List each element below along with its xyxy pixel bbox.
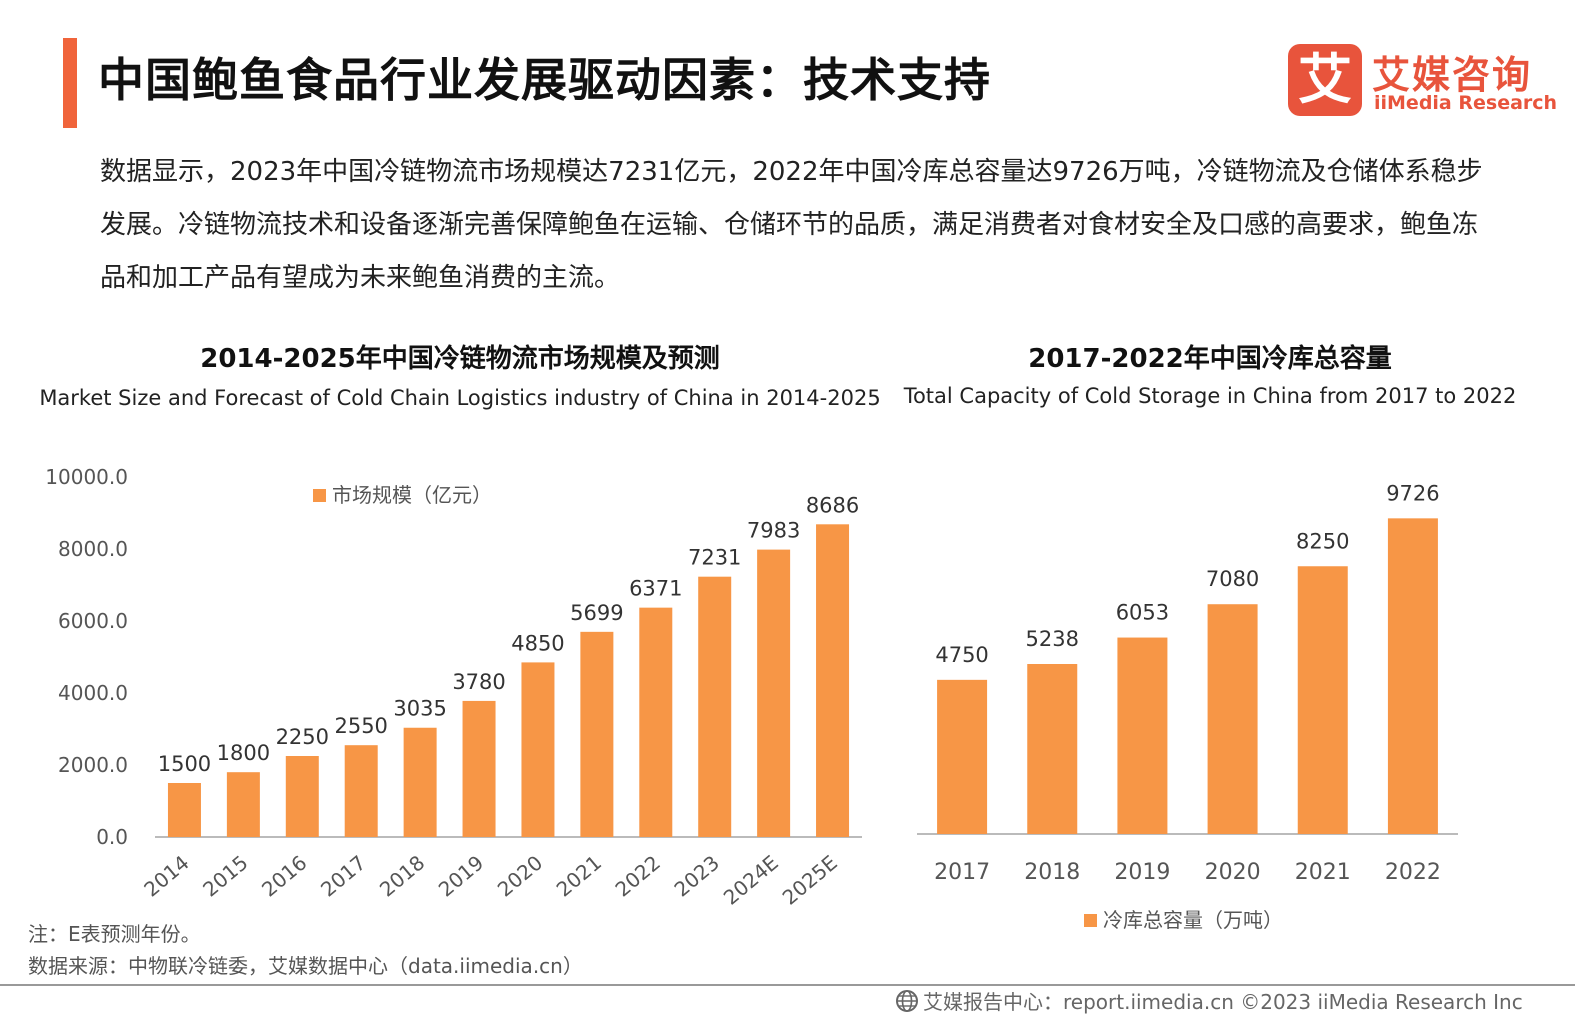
chart2-xtick: 2017 — [934, 860, 990, 885]
chart1-bar — [816, 524, 850, 837]
chart2-xtick: 2022 — [1385, 860, 1441, 885]
chart1-title: 2014-2025年中国冷链物流市场规模及预测 — [200, 344, 720, 374]
chart1-ytick: 6000.0 — [58, 609, 128, 633]
chart2-xtick: 2019 — [1114, 860, 1170, 885]
chart2-bar — [1027, 664, 1078, 834]
chart1-data-label: 8686 — [806, 493, 859, 517]
chart1-bar — [344, 745, 378, 837]
chart1-xtick: 2024E — [719, 850, 783, 909]
chart1-xtick: 2022 — [611, 850, 665, 901]
globe-icon — [896, 989, 918, 1012]
chart1-xtick: 2015 — [198, 850, 252, 901]
chart2-data-label: 6053 — [1116, 601, 1169, 625]
chart2-xtick: 2020 — [1205, 860, 1261, 885]
chart1-bar — [580, 631, 614, 837]
chart2-bar — [937, 679, 988, 834]
chart1-legend-label: 市场规模（亿元） — [332, 483, 492, 507]
logo-name-cn: 艾媒咨询 — [1372, 53, 1533, 97]
chart2-xtick: 2018 — [1024, 860, 1080, 885]
chart1-data-label: 4850 — [511, 631, 564, 655]
footer: 艾媒报告中心：report.iimedia.cn ©2023 iiMedia R… — [895, 986, 1523, 1015]
chart1-bar — [462, 700, 496, 837]
chart2-title: 2017-2022年中国冷库总容量 — [1028, 344, 1392, 374]
chart1-xtick: 2023 — [669, 850, 723, 901]
chart1-xtick: 2016 — [257, 850, 311, 901]
title-accent-bar — [63, 38, 77, 128]
chart2-data-label: 5238 — [1026, 627, 1079, 651]
chart1-data-label: 3035 — [393, 697, 446, 721]
logo-name-en: iiMedia Research — [1374, 92, 1558, 114]
forecast-note: 注：E表预测年份。 — [28, 922, 201, 946]
chart2-legend-swatch — [1084, 914, 1097, 927]
chart1-data-label: 2550 — [334, 714, 387, 738]
chart1-xtick: 2020 — [493, 850, 547, 901]
chart1-xtick: 2018 — [375, 850, 429, 901]
chart2-legend-label: 冷库总容量（万吨） — [1103, 908, 1283, 932]
footer-text: 艾媒报告中心：report.iimedia.cn ©2023 iiMedia R… — [923, 990, 1523, 1014]
page-title: 中国鲍鱼食品行业发展驱动因素：技术支持 — [98, 53, 991, 107]
chart2-bar — [1117, 637, 1168, 834]
chart1-data-label: 6371 — [629, 577, 682, 601]
chart1-ytick: 10000.0 — [45, 465, 128, 489]
chart2-bar — [1297, 566, 1348, 834]
chart1-xtick: 2017 — [316, 850, 370, 901]
chart1-ytick: 0.0 — [96, 825, 128, 849]
summary-paragraph: 数据显示，2023年中国冷链物流市场规模达7231亿元，2022年中国冷库总容量… — [100, 157, 1483, 293]
chart1-data-label: 2250 — [276, 725, 329, 749]
chart1-data-label: 3780 — [452, 670, 505, 694]
chart2-bar — [1207, 604, 1258, 834]
chart1-bar — [403, 727, 437, 837]
data-source: 数据来源：中物联冷链委，艾媒数据中心（data.iimedia.cn） — [28, 954, 583, 978]
chart1-data-label: 1800 — [217, 741, 270, 765]
chart1-xtick: 2014 — [139, 850, 193, 901]
chart1-bar — [698, 576, 732, 837]
chart2-data-label: 9726 — [1386, 481, 1439, 505]
chart1-legend-swatch — [313, 489, 326, 502]
chart1-xtick: 2019 — [434, 850, 488, 901]
chart1-subtitle: Market Size and Forecast of Cold Chain L… — [39, 386, 881, 410]
chart1-bar — [639, 607, 673, 837]
chart2-xtick: 2021 — [1295, 860, 1351, 885]
footer-divider — [0, 984, 1575, 986]
chart1-data-label: 1500 — [158, 752, 211, 776]
chart2-data-label: 7080 — [1206, 567, 1259, 591]
chart1-ytick: 8000.0 — [58, 537, 128, 561]
chart1-ytick: 2000.0 — [58, 753, 128, 777]
chart1-bar — [521, 662, 555, 837]
logo-mark: 艾 — [1288, 44, 1362, 116]
chart2-data-label: 4750 — [935, 643, 988, 667]
chart2-subtitle: Total Capacity of Cold Storage in China … — [903, 384, 1517, 408]
chart1-bar — [226, 772, 260, 837]
chart1-bar — [167, 783, 201, 837]
chart1-data-label: 5699 — [570, 601, 623, 625]
chart1-data-label: 7983 — [747, 519, 800, 543]
chart1-ytick: 4000.0 — [58, 681, 128, 705]
chart1-bar — [757, 549, 791, 837]
chart1-xtick: 2025E — [778, 850, 842, 909]
iimedia-logo: 艾 艾媒咨询 iiMedia Research — [1288, 44, 1557, 118]
chart1-xtick: 2021 — [552, 850, 606, 901]
chart1-bar — [285, 756, 319, 837]
chart2-data-label: 8250 — [1296, 529, 1349, 553]
chart1-data-label: 7231 — [688, 546, 741, 570]
chart2-bar — [1387, 518, 1438, 834]
